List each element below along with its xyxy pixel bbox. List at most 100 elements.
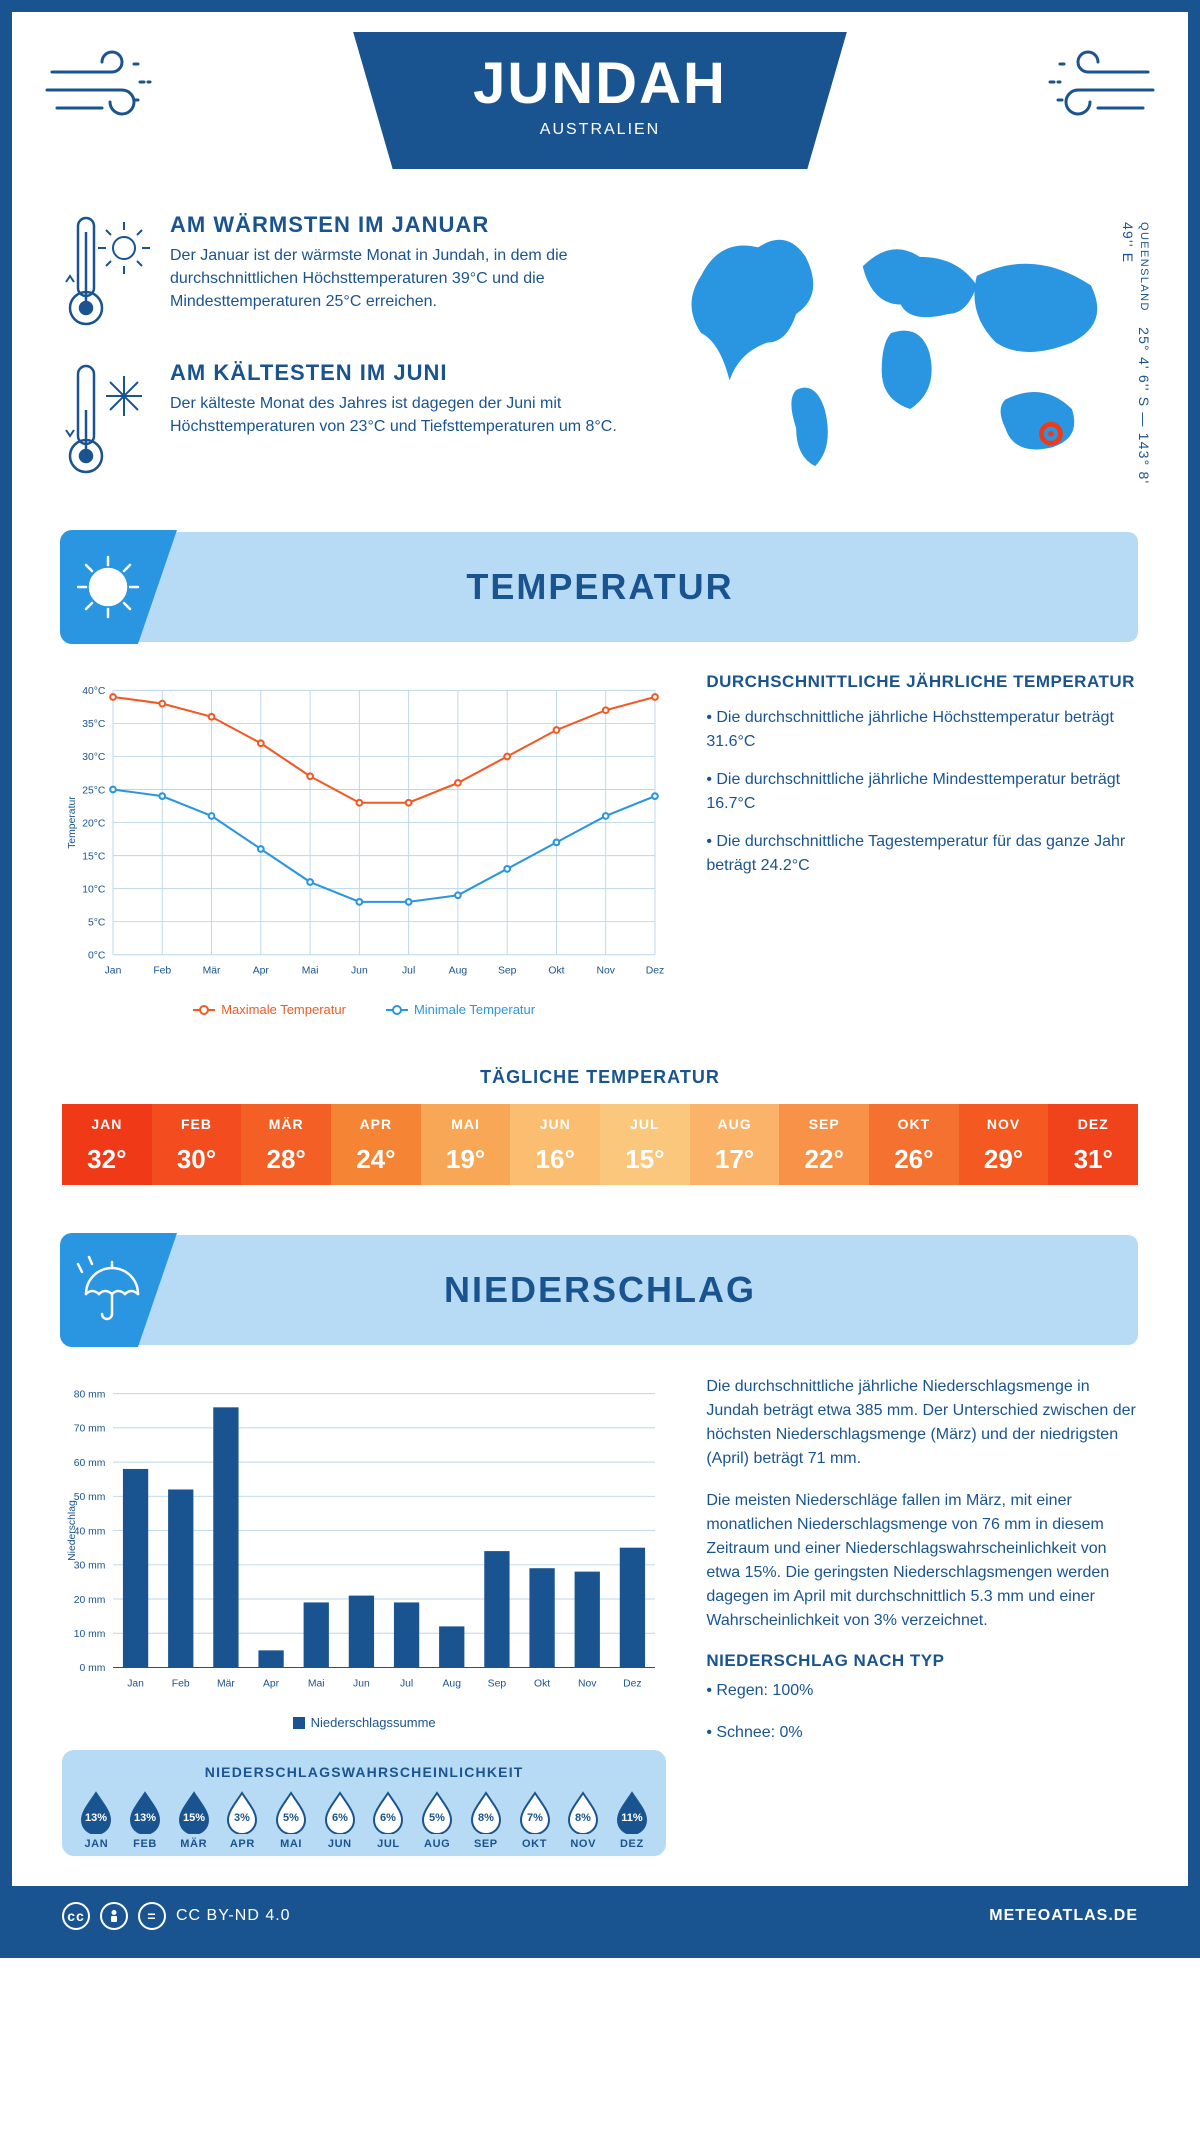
svg-text:Mär: Mär bbox=[217, 1678, 235, 1689]
svg-text:Apr: Apr bbox=[253, 966, 270, 977]
svg-text:Dez: Dez bbox=[623, 1678, 641, 1689]
cc-icon: cc bbox=[62, 1902, 90, 1930]
prob-cell: 13%FEB bbox=[121, 1790, 170, 1850]
precip-legend: Niederschlagssumme bbox=[62, 1715, 666, 1730]
header-banner: JUNDAH AUSTRALIEN bbox=[12, 12, 1188, 212]
wind-icon bbox=[42, 42, 162, 132]
daily-temp-grid: JAN32°FEB30°MÄR28°APR24°MAI19°JUN16°JUL1… bbox=[62, 1104, 1138, 1185]
precip-type-title: NIEDERSCHLAG NACH TYP bbox=[706, 1651, 1138, 1671]
svg-text:Sep: Sep bbox=[488, 1678, 507, 1689]
region-label: QUEENSLAND bbox=[1138, 222, 1150, 312]
precip-legend-label: Niederschlagssumme bbox=[311, 1715, 436, 1730]
svg-text:35°C: 35°C bbox=[82, 719, 106, 730]
site-name: METEOATLAS.DE bbox=[989, 1907, 1138, 1925]
svg-text:50 mm: 50 mm bbox=[74, 1492, 106, 1503]
daily-cell: MÄR28° bbox=[241, 1104, 331, 1185]
facts-title: DURCHSCHNITTLICHE JÄHRLICHE TEMPERATUR bbox=[706, 672, 1138, 692]
prob-cell: 8%NOV bbox=[559, 1790, 608, 1850]
svg-text:Jun: Jun bbox=[353, 1678, 370, 1689]
umbrella-icon bbox=[74, 1254, 146, 1326]
svg-text:60 mm: 60 mm bbox=[74, 1458, 106, 1469]
precip-title: NIEDERSCHLAG bbox=[444, 1269, 756, 1311]
wind-icon bbox=[1038, 42, 1158, 132]
svg-text:13%: 13% bbox=[134, 1812, 156, 1824]
svg-text:Apr: Apr bbox=[263, 1678, 280, 1689]
svg-text:Feb: Feb bbox=[172, 1678, 190, 1689]
coldest-body: Der kälteste Monat des Jahres ist dagege… bbox=[170, 392, 633, 438]
warmest-card: AM WÄRMSTEN IM JANUAR Der Januar ist der… bbox=[62, 212, 633, 332]
svg-text:Mär: Mär bbox=[203, 966, 221, 977]
svg-text:Aug: Aug bbox=[449, 966, 468, 977]
footer: cc = CC BY-ND 4.0 METEOATLAS.DE bbox=[12, 1886, 1188, 1946]
legend-max: Maximale Temperatur bbox=[221, 1002, 346, 1017]
svg-text:0°C: 0°C bbox=[88, 951, 106, 962]
daily-cell: NOV29° bbox=[959, 1104, 1049, 1185]
daily-cell: FEB30° bbox=[152, 1104, 242, 1185]
svg-text:13%: 13% bbox=[85, 1812, 107, 1824]
svg-text:10 mm: 10 mm bbox=[74, 1629, 106, 1640]
prob-cell: 5%MAI bbox=[267, 1790, 316, 1850]
svg-text:Jan: Jan bbox=[105, 966, 122, 977]
svg-text:Jan: Jan bbox=[127, 1678, 144, 1689]
fact-1: • Die durchschnittliche jährliche Mindes… bbox=[706, 768, 1138, 816]
temperature-title: TEMPERATUR bbox=[466, 566, 733, 608]
prob-cell: 6%JUL bbox=[364, 1790, 413, 1850]
svg-text:30°C: 30°C bbox=[82, 752, 106, 763]
precip-para-2: Die meisten Niederschläge fallen im März… bbox=[706, 1489, 1138, 1633]
svg-text:3%: 3% bbox=[234, 1812, 250, 1824]
license-text: CC BY-ND 4.0 bbox=[176, 1907, 291, 1925]
precip-probability-box: NIEDERSCHLAGSWAHRSCHEINLICHKEIT 13%JAN13… bbox=[62, 1750, 666, 1856]
svg-text:10°C: 10°C bbox=[82, 884, 106, 895]
svg-text:8%: 8% bbox=[575, 1812, 591, 1824]
daily-cell: DEZ31° bbox=[1048, 1104, 1138, 1185]
nd-icon: = bbox=[138, 1902, 166, 1930]
svg-text:Jul: Jul bbox=[400, 1678, 413, 1689]
daily-cell: JUN16° bbox=[510, 1104, 600, 1185]
prob-cell: 13%JAN bbox=[72, 1790, 121, 1850]
svg-text:Dez: Dez bbox=[646, 966, 664, 977]
svg-text:Nov: Nov bbox=[596, 966, 615, 977]
svg-text:Nov: Nov bbox=[578, 1678, 597, 1689]
page-title: JUNDAH bbox=[473, 50, 727, 117]
daily-cell: MAI19° bbox=[421, 1104, 511, 1185]
prob-cell: 7%OKT bbox=[510, 1790, 559, 1850]
precip-section-header: NIEDERSCHLAG bbox=[62, 1235, 1138, 1345]
svg-text:Feb: Feb bbox=[153, 966, 171, 977]
coldest-title: AM KÄLTESTEN IM JUNI bbox=[170, 360, 633, 386]
svg-text:25°C: 25°C bbox=[82, 785, 106, 796]
thermometer-sun-icon bbox=[62, 212, 152, 332]
prob-cell: 15%MÄR bbox=[169, 1790, 218, 1850]
svg-text:15%: 15% bbox=[183, 1812, 205, 1824]
svg-text:Sep: Sep bbox=[498, 966, 517, 977]
by-icon bbox=[100, 1902, 128, 1930]
daily-cell: APR24° bbox=[331, 1104, 421, 1185]
temperature-line-chart: 0°C5°C10°C15°C20°C25°C30°C35°C40°CJanFeb… bbox=[62, 672, 666, 1017]
svg-text:5%: 5% bbox=[429, 1812, 445, 1824]
thermometer-snow-icon bbox=[62, 360, 152, 480]
svg-text:6%: 6% bbox=[332, 1812, 348, 1824]
svg-text:Okt: Okt bbox=[548, 966, 564, 977]
prob-cell: 3%APR bbox=[218, 1790, 267, 1850]
svg-text:11%: 11% bbox=[621, 1812, 643, 1824]
svg-text:Niederschlag: Niederschlag bbox=[67, 1500, 78, 1561]
temperature-facts: DURCHSCHNITTLICHE JÄHRLICHE TEMPERATUR •… bbox=[706, 672, 1138, 1017]
title-block: JUNDAH AUSTRALIEN bbox=[353, 32, 847, 169]
svg-text:Jul: Jul bbox=[402, 966, 415, 977]
daily-cell: AUG17° bbox=[690, 1104, 780, 1185]
svg-text:80 mm: 80 mm bbox=[74, 1389, 106, 1400]
svg-text:Jun: Jun bbox=[351, 966, 368, 977]
prob-title: NIEDERSCHLAGSWAHRSCHEINLICHKEIT bbox=[72, 1764, 656, 1780]
svg-text:Mai: Mai bbox=[302, 966, 319, 977]
legend-min: Minimale Temperatur bbox=[414, 1002, 535, 1017]
precip-type-0: • Regen: 100% bbox=[706, 1679, 1138, 1703]
svg-text:Aug: Aug bbox=[443, 1678, 462, 1689]
prob-cell: 6%JUN bbox=[315, 1790, 364, 1850]
svg-text:40°C: 40°C bbox=[82, 686, 106, 697]
sun-icon bbox=[74, 553, 142, 621]
world-map-icon bbox=[663, 212, 1138, 492]
world-map-block: QUEENSLAND 25° 4' 6'' S — 143° 8' 49'' E bbox=[663, 212, 1138, 492]
temp-legend: Maximale Temperatur Minimale Temperatur bbox=[62, 1002, 666, 1017]
temperature-section-header: TEMPERATUR bbox=[62, 532, 1138, 642]
daily-cell: SEP22° bbox=[779, 1104, 869, 1185]
svg-text:Mai: Mai bbox=[308, 1678, 325, 1689]
